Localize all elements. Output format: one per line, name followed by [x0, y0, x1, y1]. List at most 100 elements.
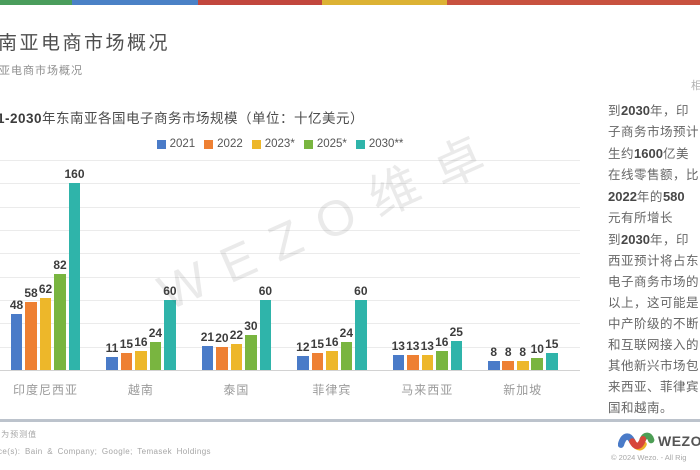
bar-value-label: 15 [119, 336, 134, 351]
bar-value-label: 24 [339, 326, 354, 340]
bar-value-label: 15 [545, 336, 559, 351]
bar-菲律宾-2023 [326, 351, 338, 370]
insight-line: 以上，这可能是 [608, 296, 700, 310]
category-label: 新加坡 [503, 383, 543, 397]
bar-value-label: 12 [296, 340, 310, 354]
insight-line: 在线零售额，比 [608, 168, 700, 182]
bar-value-label: 13 [391, 338, 405, 353]
bar-泰国-2025 [245, 335, 257, 370]
legend-label: 2030** [368, 138, 404, 150]
accent-segment-yellow [322, 0, 447, 5]
accent-segment-orange-red [447, 0, 700, 5]
legend-item-2025: 2025* [303, 138, 347, 150]
category-label: 马来西亚 [401, 383, 454, 397]
insight-line: 到2030年，印 [608, 232, 689, 247]
copyright-text: © 2024 Wezo. - All Rig [611, 453, 687, 462]
legend-item-2030: 2030** [355, 138, 404, 150]
bar-马来西亚-2022 [407, 354, 419, 370]
insight-line: 来西亚、菲律宾 [608, 380, 700, 394]
x-axis-line [0, 370, 580, 371]
insight-line: 到2030年，印 [608, 103, 689, 118]
bar-马来西亚-2025 [436, 351, 448, 370]
insight-line: 电子商务市场的 [608, 275, 700, 289]
insight-line: 生约1600亿美 [608, 146, 689, 161]
legend-label: 2022 [217, 138, 243, 150]
category-label: 泰国 [223, 383, 250, 397]
bar-value-label: 60 [163, 284, 177, 298]
gridline [0, 323, 580, 325]
gridline [0, 183, 580, 185]
bar-value-label: 8 [504, 344, 512, 359]
bar-value-label: 58 [24, 286, 38, 301]
footer-divider [0, 419, 700, 422]
insight-line: 国和越南。 [608, 401, 674, 415]
bar-越南-2025 [149, 342, 162, 370]
gridline [0, 160, 580, 161]
bar-越南-2030 [164, 300, 176, 370]
gridline [0, 346, 580, 348]
bar-越南-2021 [106, 357, 118, 370]
bar-value-label: 15 [310, 336, 325, 351]
bar-菲律宾-2025 [340, 342, 353, 370]
bar-新加坡-2022 [502, 360, 515, 370]
bar-新加坡-2025 [531, 358, 544, 370]
accent-segment-red [198, 0, 322, 5]
insight-line: 元有所增长 [608, 211, 674, 225]
chart-legend: 2021 2022 2023* 2025* 2030** [0, 138, 560, 150]
legend-label: 2023* [264, 138, 295, 150]
legend-swatch-icon [156, 139, 166, 149]
bar-马来西亚-2023 [421, 354, 434, 370]
wezo-logo-icon [618, 432, 655, 451]
bar-value-label: 13 [406, 338, 420, 353]
bar-印度尼西亚-2030 [68, 183, 81, 370]
page-subtitle: 亚电商市场概况 [0, 65, 83, 77]
bar-value-label: 82 [53, 258, 67, 273]
bar-菲律宾-2030 [355, 300, 367, 370]
bar-value-label: 60 [258, 284, 273, 298]
wezo-logo-text: WEZO [658, 433, 700, 449]
gridline [0, 206, 580, 208]
insight-panel: 到2030年，印 子商务市场预计 生约1600亿美 在线零售额，比 2022年的580 元… [608, 100, 700, 419]
bar-菲律宾-2021 [297, 356, 309, 370]
bar-印度尼西亚-2025 [54, 274, 66, 370]
gridline [0, 276, 580, 278]
bar-value-label: 16 [134, 335, 148, 350]
bar-泰国-2021 [201, 345, 214, 370]
legend-swatch-icon [355, 139, 365, 149]
bar-马来西亚-2030 [450, 340, 463, 370]
bar-泰国-2022 [216, 346, 228, 370]
bar-泰国-2023 [230, 344, 243, 370]
bar-新加坡-2030 [545, 352, 558, 370]
insight-line: 子商务市场预计 [608, 125, 700, 139]
bar-越南-2023 [135, 351, 147, 370]
legend-swatch-icon [303, 139, 313, 149]
bar-value-label: 60 [354, 284, 368, 298]
gridline [0, 253, 580, 255]
bar-value-label: 16 [325, 335, 339, 350]
category-label: 菲律宾 [312, 383, 352, 397]
bar-value-label: 24 [148, 326, 163, 340]
bar-泰国-2030 [259, 300, 272, 370]
bar-value-label: 160 [64, 167, 85, 182]
legend-label: 2021 [169, 138, 196, 150]
gridline [0, 230, 580, 231]
bar-value-label: 20 [215, 330, 229, 345]
legend-swatch-icon [204, 139, 214, 149]
bar-新加坡-2023 [516, 360, 529, 370]
bar-value-label: 13 [420, 338, 434, 353]
chart-title: 1-2030年东南亚各国电子商务市场规模（单位：十亿美元） [0, 107, 364, 127]
accent-segment-green [0, 0, 72, 5]
legend-item-2023: 2023* [251, 138, 295, 150]
bar-印度尼西亚-2022 [25, 302, 37, 370]
chart-title-text: 年东南亚各国电子商务市场规模（单位：十亿美元） [42, 111, 365, 126]
bar-value-label: 8 [519, 344, 527, 359]
insight-line: 其他新兴市场包 [608, 359, 700, 373]
bar-越南-2022 [120, 352, 133, 370]
bar-value-label: 25 [449, 324, 463, 339]
bar-马来西亚-2021 [392, 354, 405, 370]
insight-line: 西亚预计将占东 [608, 254, 700, 268]
bar-value-label: 30 [244, 319, 258, 333]
gridline [0, 300, 580, 301]
bar-value-label: 11 [105, 341, 119, 356]
